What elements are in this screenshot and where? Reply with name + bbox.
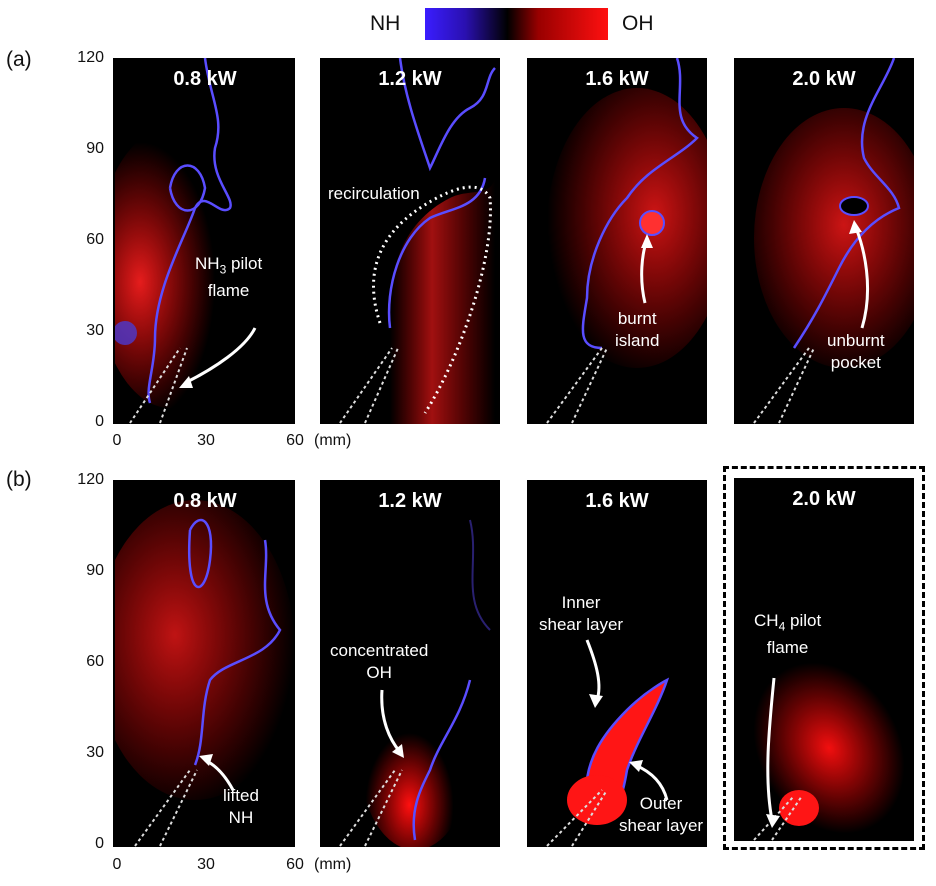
row-a-ytick-60: 60 <box>64 231 104 249</box>
legend-nh-label: NH <box>370 12 400 36</box>
panel-a3-annotation: burnt island <box>615 308 659 352</box>
panel-b3-ann-outer-shear: shear layer <box>619 816 703 835</box>
panel-a4-power-label: 2.0 kW <box>734 68 914 91</box>
panel-b3-power-label: 1.6 kW <box>527 490 707 513</box>
row-b-xtick-30: 30 <box>186 856 226 874</box>
flame-image-a1 <box>115 58 295 424</box>
flame-image-a2 <box>320 58 500 424</box>
flame-image-b1 <box>115 480 295 847</box>
flame-image-b4 <box>734 478 914 841</box>
row-a-x-unit: (mm) <box>314 432 351 450</box>
legend-oh-label: OH <box>622 12 654 36</box>
panel-b1-power-label: 0.8 kW <box>115 490 295 513</box>
row-b-x-unit: (mm) <box>314 856 351 874</box>
flame-image-a3 <box>527 58 707 424</box>
row-a-ytick-0: 0 <box>64 413 104 431</box>
panel-a4-annotation: unburnt pocket <box>827 330 885 374</box>
panel-b3-annotation-outer: Outer shear layer <box>619 793 703 837</box>
panel-a2-power-label: 1.2 kW <box>320 68 500 91</box>
panel-b4-power-label: 2.0 kW <box>734 488 914 511</box>
panel-b4-ann-ch: CH <box>754 611 779 630</box>
panel-a1-ann-subscript: 3 <box>220 262 227 276</box>
row-b-ytick-30: 30 <box>64 744 104 762</box>
nh-oh-colorbar <box>425 8 608 40</box>
panel-b1-ann-nh: NH <box>229 808 254 827</box>
panel-a3-power-label: 1.6 kW <box>527 68 707 91</box>
row-a-ytick-30: 30 <box>64 322 104 340</box>
panel-b4-ann-subscript: 4 <box>779 619 786 633</box>
panel-b2-ann-concentrated: concentrated <box>330 641 428 660</box>
panel-a4-ann-unburnt: unburnt <box>827 331 885 350</box>
panel-b2-power-label: 1.2 kW <box>320 490 500 513</box>
panel-a-0.8kw: 0.8 kW NH3 pilot flame <box>115 58 295 424</box>
panel-a1-ann-pilot: pilot <box>231 254 262 273</box>
row-a-label: (a) <box>6 48 32 72</box>
panel-b3-annotation-inner: Inner shear layer <box>539 592 623 636</box>
panel-a1-power-label: 0.8 kW <box>115 68 295 91</box>
row-a-ytick-120: 120 <box>64 49 104 67</box>
flame-image-a4 <box>734 58 914 424</box>
panel-b1-ann-lifted: lifted <box>223 786 259 805</box>
flame-image-b3 <box>527 480 707 847</box>
row-b-xtick-60: 60 <box>275 856 315 874</box>
row-b-ytick-90: 90 <box>64 562 104 580</box>
panel-a4-ann-pocket: pocket <box>831 353 881 372</box>
panel-b-0.8kw: 0.8 kW lifted NH <box>115 480 295 847</box>
panel-a1-annotation: NH3 pilot flame <box>195 253 262 302</box>
row-a-xtick-0: 0 <box>97 432 137 450</box>
panel-a3-ann-burnt: burnt <box>618 309 657 328</box>
panel-a1-ann-nh: NH <box>195 254 220 273</box>
panel-b2-ann-oh: OH <box>366 663 392 682</box>
panel-a-2.0kw: 2.0 kW unburnt pocket <box>734 58 914 424</box>
panel-a-1.6kw: 1.6 kW burnt island <box>527 58 707 424</box>
row-b-ytick-0: 0 <box>64 835 104 853</box>
panel-b2-annotation: concentrated OH <box>330 640 428 684</box>
panel-b4-ann-flame: flame <box>767 638 809 657</box>
row-a-xtick-30: 30 <box>186 432 226 450</box>
panel-b-2.0kw: 2.0 kW CH4 pilot flame <box>734 478 914 841</box>
panel-b-1.2kw: 1.2 kW concentrated OH <box>320 480 500 847</box>
row-b-label: (b) <box>6 468 32 492</box>
panel-a3-ann-island: island <box>615 331 659 350</box>
row-b-xtick-0: 0 <box>97 856 137 874</box>
panel-a2-annotation: recirculation <box>328 183 420 205</box>
row-b-ytick-120: 120 <box>64 471 104 489</box>
panel-b3-ann-outer: Outer <box>640 794 683 813</box>
panel-a-1.2kw: 1.2 kW recirculation <box>320 58 500 424</box>
row-a-ytick-90: 90 <box>64 140 104 158</box>
panel-b4-ann-pilot: pilot <box>790 611 821 630</box>
panel-b-1.6kw: 1.6 kW Inner shear layer Outer shear lay… <box>527 480 707 847</box>
panel-a1-ann-flame: flame <box>208 281 250 300</box>
panel-b1-annotation: lifted NH <box>223 785 259 829</box>
row-a-xtick-60: 60 <box>275 432 315 450</box>
panel-b4-annotation: CH4 pilot flame <box>754 610 821 659</box>
panel-b3-ann-inner: Inner <box>562 593 601 612</box>
panel-b3-ann-inner-shear: shear layer <box>539 615 623 634</box>
row-b-ytick-60: 60 <box>64 653 104 671</box>
